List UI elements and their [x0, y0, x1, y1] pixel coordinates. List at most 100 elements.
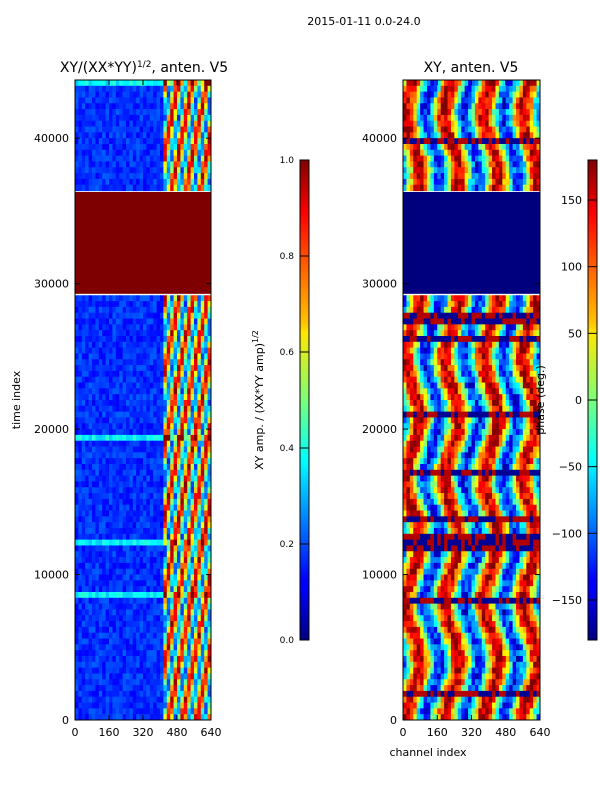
amp-heatmap-cell — [156, 394, 161, 401]
amp-heatmap-cell — [105, 487, 110, 494]
amp-heatmap-cell — [98, 173, 103, 180]
phase-heatmap-cell — [509, 173, 514, 180]
phase-heatmap-cell — [516, 85, 521, 93]
amp-heatmap-cell — [160, 487, 164, 494]
amp-heatmap-cell — [95, 603, 100, 611]
amp-heatmap-cell — [129, 178, 134, 186]
amp-heatmap-cell — [163, 103, 168, 110]
amp-heatmap-cell — [163, 522, 168, 529]
phase-heatmap-cell — [526, 353, 531, 360]
amp-heatmap-cell — [85, 510, 90, 517]
amp-heatmap-cell — [115, 411, 120, 419]
amp-heatmap-cell — [160, 126, 164, 133]
amp-heatmap-cell — [102, 603, 107, 611]
phase-heatmap-cell — [529, 324, 534, 331]
amp-heatmap-cell — [119, 516, 124, 523]
amp-heatmap-cell — [136, 429, 141, 436]
amp-heatmap-cell — [153, 312, 158, 320]
amp-heatmap-cell — [160, 400, 164, 407]
phase-heatmap-cell — [450, 295, 455, 302]
amp-heatmap-cell — [139, 306, 144, 314]
amp-heatmap-cell — [197, 405, 202, 413]
amp-heatmap-cell — [102, 336, 107, 343]
amp-heatmap-cell — [170, 353, 175, 360]
amp-heatmap-cell — [143, 580, 147, 587]
phase-heatmap-cell — [430, 103, 435, 110]
phase-heatmap-cell — [505, 330, 510, 337]
amp-heatmap-cell — [143, 661, 147, 669]
amp-heatmap-cell — [177, 493, 181, 500]
phase-heatmap-cell — [444, 184, 449, 192]
amp-heatmap-cell — [180, 126, 185, 133]
amp-heatmap-cell — [136, 388, 141, 395]
amp-heatmap-cell — [194, 696, 198, 704]
amp-heatmap-cell — [112, 545, 117, 552]
phase-heatmap-cell — [488, 155, 493, 163]
phase-heatmap-cell — [450, 85, 455, 93]
amp-heatmap-cell — [75, 498, 79, 506]
phase-heatmap-cell — [420, 114, 425, 122]
amp-heatmap-cell — [163, 388, 168, 395]
amp-heatmap-cell — [92, 615, 96, 622]
amp-heatmap-cell — [122, 469, 127, 477]
amp-heatmap-cell — [129, 353, 134, 360]
amp-heatmap-cell — [92, 173, 96, 180]
amp-heatmap-cell — [132, 423, 137, 430]
amp-heatmap-cell — [156, 557, 161, 564]
amp-heatmap-cell — [95, 469, 100, 477]
amp-heatmap-cell — [163, 80, 168, 87]
amp-heatmap-cell — [183, 405, 188, 413]
amp-heatmap-cell — [81, 504, 86, 512]
amp-heatmap-cell — [102, 434, 107, 442]
amp-heatmap-cell — [88, 481, 93, 488]
amp-heatmap-cell — [153, 708, 158, 715]
phase-heatmap-cell — [416, 324, 421, 331]
amp-heatmap-cell — [180, 155, 185, 163]
amp-heatmap-cell — [207, 324, 211, 331]
amp-heatmap-cell — [187, 80, 192, 87]
amp-heatmap-cell — [187, 324, 192, 331]
amp-heatmap-cell — [149, 597, 154, 605]
amp-heatmap-cell — [136, 487, 141, 494]
phase-heatmap-cell — [433, 341, 438, 349]
amp-heatmap-cell — [146, 475, 151, 483]
amp-heatmap-cell — [180, 458, 185, 465]
amp-heatmap-cell — [85, 411, 90, 419]
amp-heatmap-cell — [81, 301, 86, 308]
amp-heatmap-cell — [85, 167, 90, 174]
phase-heatmap-cell — [430, 312, 435, 320]
phase-heatmap-cell — [478, 184, 483, 192]
phase-heatmap-cell — [430, 114, 435, 122]
phase-heatmap-cell — [406, 359, 411, 366]
amp-heatmap-cell — [122, 597, 127, 605]
amp-heatmap-cell — [190, 97, 195, 104]
amp-heatmap-cell — [207, 184, 211, 192]
phase-heatmap-cell — [505, 306, 510, 314]
amp-heatmap-cell — [88, 580, 93, 587]
amp-heatmap-cell — [85, 690, 90, 698]
amp-heatmap-cell — [180, 452, 185, 459]
amp-heatmap-cell — [197, 400, 202, 407]
amp-heatmap-cell — [197, 621, 202, 628]
amp-heatmap-cell — [115, 446, 120, 453]
amp-heatmap-cell — [126, 621, 130, 628]
amp-heatmap-cell — [149, 469, 154, 477]
phase-heatmap-cell — [505, 144, 510, 151]
amp-heatmap-cell — [187, 551, 192, 558]
amp-heatmap-cell — [160, 347, 164, 355]
amp-heatmap-cell — [180, 609, 185, 616]
amp-heatmap-cell — [160, 155, 164, 163]
amp-heatmap-cell — [78, 91, 83, 99]
phase-heatmap-cell — [498, 144, 503, 151]
amp-heatmap-cell — [160, 528, 164, 535]
phase-heatmap-cell — [474, 80, 479, 87]
amp-heatmap-cell — [119, 458, 124, 465]
phase-heatmap-cell — [516, 155, 521, 163]
phase-heatmap-cell — [420, 97, 425, 104]
amp-heatmap-cell — [200, 138, 205, 145]
amp-heatmap-cell — [163, 621, 168, 628]
amp-heatmap-cell — [156, 103, 161, 110]
phase-heatmap-cell — [481, 295, 486, 302]
phase-heatmap-cell — [440, 120, 445, 128]
amp-heatmap-cell — [126, 574, 130, 581]
